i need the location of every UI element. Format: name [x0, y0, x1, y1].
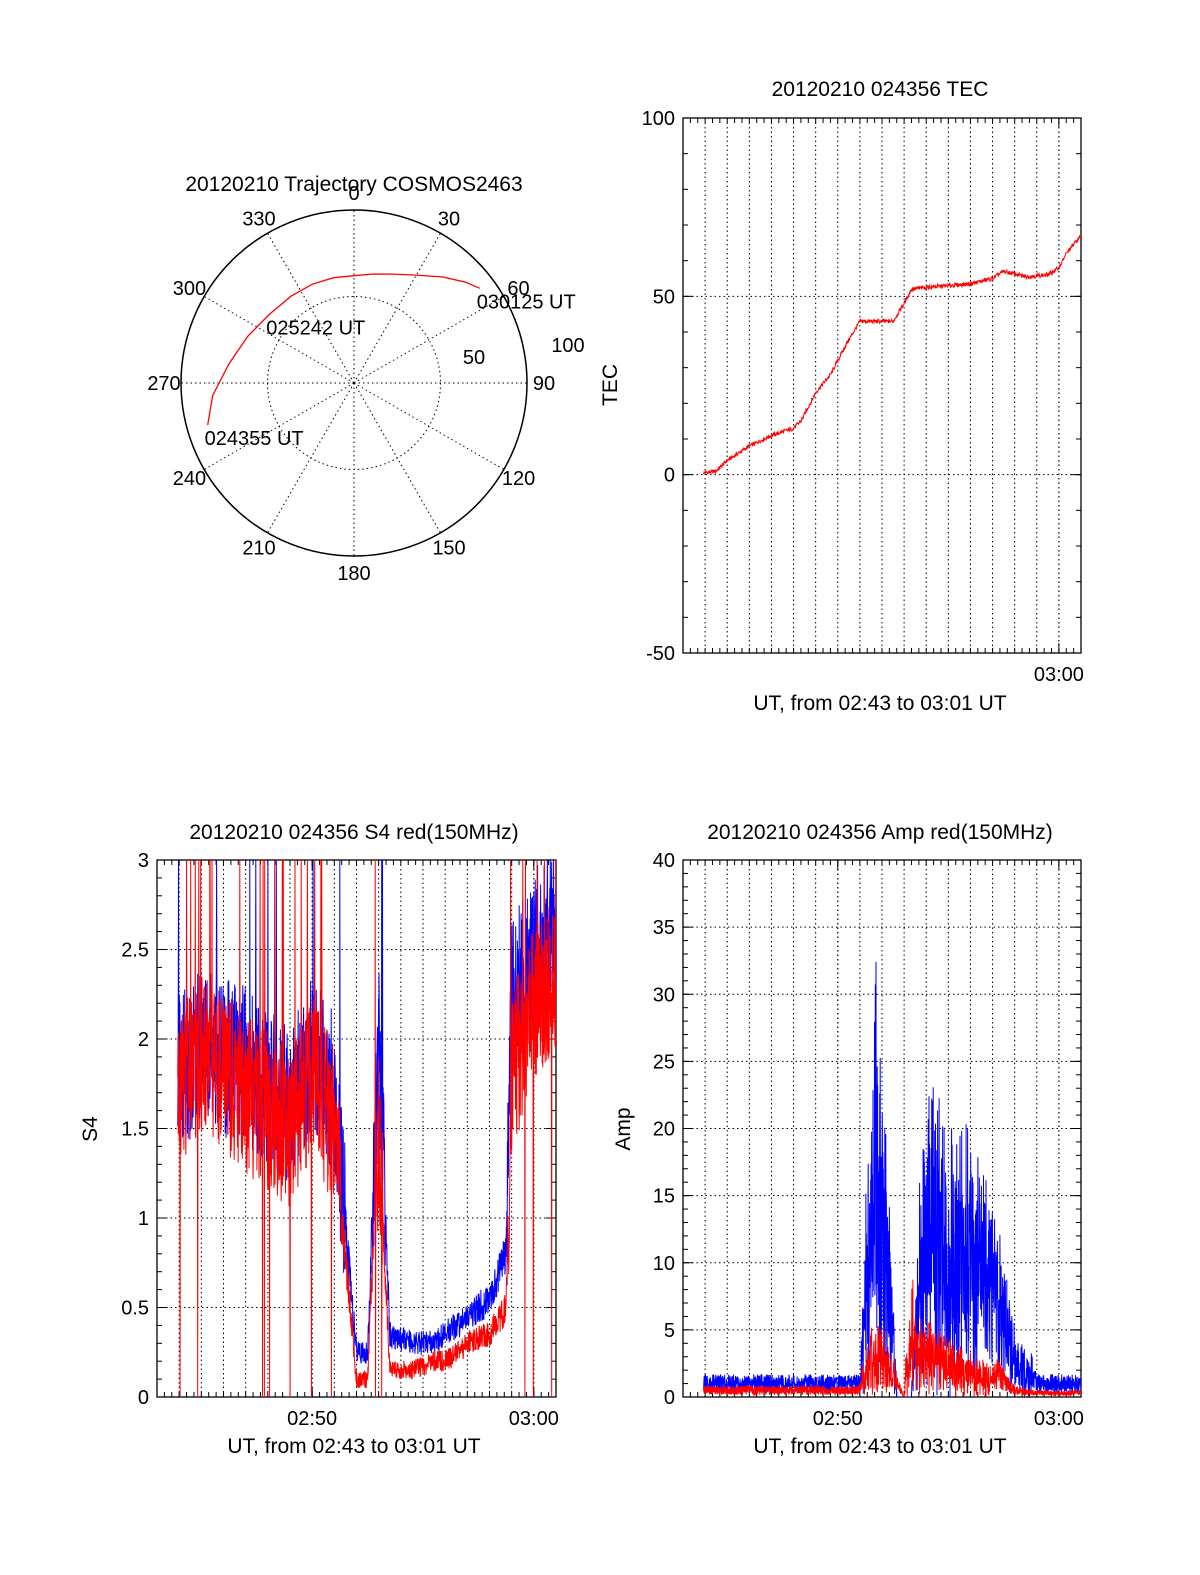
- amp-series-line: [703, 961, 1081, 1397]
- s4-ylabel: S4: [79, 1116, 102, 1142]
- amp-ytick-label: 40: [653, 850, 675, 872]
- s4-xtick-label: 03:00: [509, 1408, 559, 1430]
- tec-chart: 20120210 024356 TEC UT, from 02:43 to 03…: [599, 78, 1084, 715]
- tec-series: [703, 234, 1081, 476]
- polar-trajectory-chart: 20120210 Trajectory COSMOS2463 0 30 60 90 12…: [147, 173, 584, 585]
- polar-azimuth-label: 330: [242, 208, 275, 230]
- s4-ytick-label: 2: [138, 1029, 149, 1051]
- polar-track: [207, 273, 480, 426]
- polar-azimuth-label: 270: [147, 373, 180, 395]
- tec-ticks: -50 0 50 100 03:00: [642, 108, 1084, 686]
- polar-outer-ring: [180, 209, 528, 557]
- amp-chart: 20120210 024356 Amp red(150MHz) UT, from…: [612, 821, 1084, 1458]
- s4-chart: 20120210 024356 S4 red(150MHz) UT, from …: [79, 821, 559, 1458]
- polar-annotation: 030125 UT: [477, 291, 576, 313]
- polar-azimuth-label: 30: [438, 208, 460, 230]
- amp-xtick-label: 03:00: [1034, 1408, 1084, 1430]
- polar-azimuth-label: 120: [502, 468, 535, 490]
- tec-grid: [682, 117, 1082, 654]
- polar-annotation: 025242 UT: [266, 317, 365, 339]
- tec-ylabel: TEC: [599, 364, 622, 406]
- polar-radial-label: 50: [463, 347, 485, 369]
- amp-series-line: [703, 1279, 1081, 1397]
- polar-annotation: 024355 UT: [205, 428, 304, 450]
- amp-ytick-label: 20: [653, 1119, 675, 1141]
- s4-ticks: 0 0.5 1 1.5 2 2.5 3 02:50 03:00: [121, 850, 559, 1430]
- polar-grid: [180, 209, 528, 557]
- tec-ytick-label: 0: [664, 465, 675, 487]
- polar-spoke-60: [353, 296, 505, 384]
- polar-azimuth-label: 150: [432, 538, 465, 560]
- polar-azimuth-label: 60: [507, 278, 529, 300]
- polar-spoke-30: [353, 232, 441, 384]
- s4-ytick-label: 0: [138, 1387, 149, 1409]
- polar-azimuth-label: 0: [348, 183, 359, 205]
- polar-azimuth-label: 240: [173, 468, 206, 490]
- s4-ytick-label: 3: [138, 850, 149, 872]
- tec-series-line: [703, 234, 1081, 476]
- amp-ytick-label: 15: [653, 1186, 675, 1208]
- s4-ytick-label: 1: [138, 1208, 149, 1230]
- amp-ytick-label: 0: [664, 1387, 675, 1409]
- polar-spoke-150: [353, 382, 441, 534]
- polar-spoke-120: [353, 382, 505, 470]
- s4-xtick-label: 02:50: [287, 1408, 337, 1430]
- s4-series: [177, 860, 556, 1397]
- amp-ytick-label: 5: [664, 1320, 675, 1342]
- tec-ytick-label: 100: [642, 108, 675, 130]
- s4-ytick-label: 1.5: [121, 1119, 149, 1141]
- amp-ytick-label: 10: [653, 1253, 675, 1275]
- polar-title: 20120210 Trajectory COSMOS2463: [185, 173, 522, 196]
- amp-ticks: 0 5 10 15 20 25 30 35 40 02:50 03:00: [653, 850, 1084, 1430]
- polar-labels: 0 30 60 90 120 150 180 210 240 270 300 330 50 100: [147, 183, 584, 585]
- amp-series: [703, 961, 1081, 1397]
- amp-ytick-label: 30: [653, 984, 675, 1006]
- tec-ytick-label: -50: [646, 643, 675, 665]
- polar-track-line: [207, 273, 480, 426]
- s4-xlabel: UT, from 02:43 to 03:01 UT: [227, 1435, 480, 1458]
- amp-xtick-label: 02:50: [813, 1408, 863, 1430]
- amp-ytick-label: 35: [653, 917, 675, 939]
- polar-azimuth-label: 210: [242, 538, 275, 560]
- polar-spoke-300: [203, 296, 355, 384]
- amp-title: 20120210 024356 Amp red(150MHz): [707, 821, 1053, 844]
- amp-xlabel: UT, from 02:43 to 03:01 UT: [753, 1435, 1006, 1458]
- tec-xtick-label: 03:00: [1034, 664, 1084, 686]
- s4-series-line: [177, 860, 556, 1397]
- polar-spoke-240: [203, 382, 355, 470]
- amp-ylabel: Amp: [612, 1107, 635, 1150]
- polar-radial-label: 100: [551, 335, 584, 357]
- polar-azimuth-label: 180: [337, 563, 370, 585]
- tec-ytick-label: 50: [653, 286, 675, 308]
- polar-azimuth-label: 300: [173, 278, 206, 300]
- s4-title: 20120210 024356 S4 red(150MHz): [189, 821, 518, 844]
- tec-title: 20120210 024356 TEC: [772, 78, 989, 101]
- polar-annotations: 024355 UT 025242 UT 030125 UT: [205, 291, 576, 450]
- s4-ytick-label: 2.5: [121, 940, 149, 962]
- tec-xlabel: UT, from 02:43 to 03:01 UT: [753, 692, 1006, 715]
- amp-ytick-label: 25: [653, 1051, 675, 1073]
- polar-azimuth-label: 90: [533, 373, 555, 395]
- s4-ytick-label: 0.5: [121, 1298, 149, 1320]
- polar-spoke-330: [267, 232, 355, 384]
- polar-spoke-210: [267, 382, 355, 534]
